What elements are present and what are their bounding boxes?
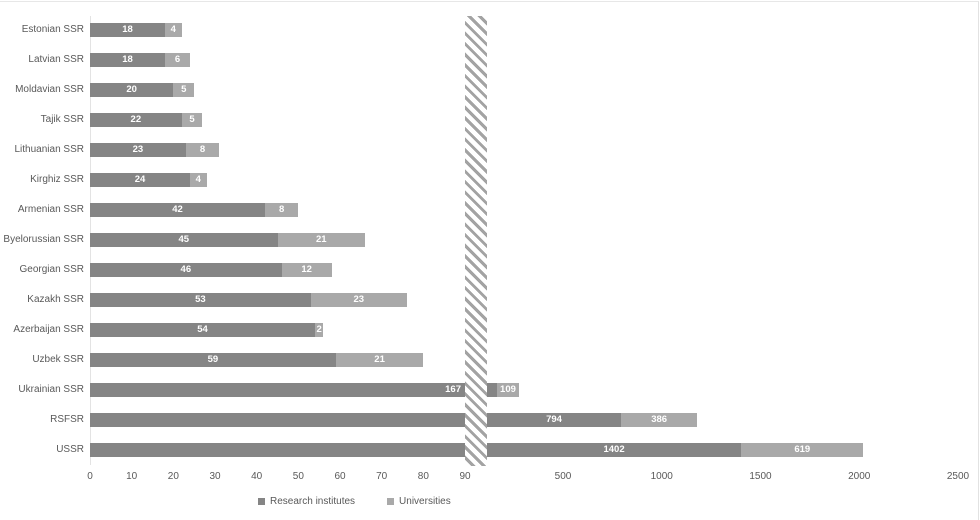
category-label: Kazakh SSR: [27, 294, 84, 305]
x-tick-label: 2500: [946, 471, 970, 482]
bar-segment-universities: [185, 143, 220, 157]
bar-segment-universities: [165, 53, 190, 67]
bar-value-label: 5: [181, 84, 187, 95]
bar-segment-research-institutes: [90, 23, 165, 37]
bar-segment-research-institutes: [90, 443, 742, 457]
bar-segment-universities: [165, 23, 182, 37]
bar-segment-research-institutes: [90, 323, 315, 337]
bar-value-label: 4: [170, 24, 176, 35]
bar-segment-universities: [181, 113, 203, 127]
bar-segment-research-institutes: [90, 263, 282, 277]
x-tick-label: 80: [417, 471, 429, 482]
axis-break-band: [465, 16, 487, 466]
bar-value-label: 42: [172, 204, 183, 215]
x-tick-label: 30: [209, 471, 221, 482]
legend-item: Research institutes: [258, 496, 355, 507]
legend-label: Research institutes: [270, 495, 356, 507]
bar-segment-universities: [265, 203, 299, 217]
bar-segment-universities: [173, 83, 195, 97]
bar-segment-research-institutes: [90, 143, 186, 157]
bar-value-label: 21: [374, 354, 385, 365]
bar-segment-universities: [190, 173, 207, 187]
bar-value-label: 45: [178, 234, 190, 245]
bar-value-label: 619: [794, 444, 811, 455]
bar-segment-research-institutes: [90, 53, 165, 67]
legend-swatch-icon: [258, 497, 265, 505]
category-label: RSFSR: [50, 414, 84, 425]
category-label: Byelorussian SSR: [3, 234, 84, 245]
category-label: Georgian SSR: [19, 264, 84, 275]
bar-value-label: 24: [134, 174, 146, 185]
x-tick-label: 60: [334, 471, 346, 482]
bar-segment-research-institutes: [90, 83, 174, 97]
bar-segment-research-institutes: [90, 353, 336, 367]
bar-value-label: 2: [316, 324, 322, 335]
bar-value-label: 18: [122, 54, 133, 65]
bar-value-label: 46: [180, 264, 192, 275]
x-tick-label: 500: [554, 471, 572, 482]
category-label: Kirghiz SSR: [30, 174, 84, 185]
bar-segment-universities: [310, 293, 407, 307]
x-tick-label: 0: [87, 471, 93, 482]
bar-value-label: 1402: [603, 444, 625, 455]
bar-value-label: 22: [130, 114, 142, 125]
x-tick-label: 20: [167, 471, 179, 482]
x-tick-label: 90: [459, 471, 471, 482]
x-tick-label: 40: [251, 471, 263, 482]
category-label: Uzbek SSR: [32, 354, 84, 365]
category-label: Estonian SSR: [21, 24, 84, 35]
x-tick-label: 1000: [650, 471, 673, 482]
category-label: Tajik SSR: [40, 114, 84, 125]
bar-segment-universities: [335, 353, 424, 367]
bar-segment-research-institutes: [90, 113, 182, 127]
x-tick-label: 50: [292, 471, 304, 482]
bar-segment-research-institutes: [90, 413, 622, 427]
bar-value-label: 20: [126, 84, 137, 95]
bar-value-label: 54: [197, 324, 208, 335]
category-label: Moldavian SSR: [15, 84, 84, 95]
x-tick-label: 2000: [848, 471, 871, 482]
bar-value-label: 18: [122, 24, 133, 35]
bar-segment-research-institutes: [90, 203, 265, 217]
category-label: Lithuanian SSR: [14, 144, 85, 155]
bar-value-label: 12: [301, 264, 312, 275]
bar-value-label: 794: [546, 414, 562, 425]
bar-value-label: 4: [195, 174, 201, 185]
bar-value-label: 8: [199, 144, 206, 155]
bar-value-label: 21: [315, 234, 327, 245]
bar-segment-universities: [277, 233, 365, 247]
legend-label: Universities: [399, 495, 451, 507]
category-label: Azerbaijan SSR: [13, 324, 84, 335]
bar-segment-research-institutes: [90, 383, 498, 397]
bar-segment-universities: [741, 443, 864, 457]
legend: Research institutes Universities: [258, 495, 451, 507]
category-label: Ukrainian SSR: [18, 384, 84, 395]
bar-segment-universities: [281, 263, 332, 277]
bar-segment-research-institutes: [90, 233, 278, 247]
bar-value-label: 6: [174, 54, 181, 65]
bar-value-label: 53: [195, 294, 206, 305]
bar-value-label: 5: [189, 114, 195, 125]
bar-segment-research-institutes: [90, 293, 311, 307]
bar-value-label: 23: [132, 144, 144, 155]
x-tick-label: 1500: [749, 471, 772, 482]
bar-value-label: 167: [445, 384, 461, 395]
bar-segment-universities: [621, 413, 698, 427]
bar-value-label: 386: [651, 414, 668, 425]
x-tick-label: 10: [126, 471, 138, 482]
bar-value-label: 23: [353, 294, 365, 305]
bar-value-label: 109: [500, 384, 516, 395]
bar-segment-universities: [315, 323, 324, 337]
bar-value-label: 59: [207, 354, 219, 365]
bar-value-label: 8: [279, 204, 285, 215]
bar-segment-research-institutes: [90, 173, 190, 187]
category-label: Latvian SSR: [28, 54, 84, 65]
legend-swatch-icon: [387, 497, 395, 505]
category-label: USSR: [56, 444, 84, 455]
bar-segment-universities: [497, 383, 519, 397]
x-tick-label: 70: [376, 471, 388, 482]
category-label: Armenian SSR: [17, 204, 84, 215]
legend-item: Universities: [387, 496, 451, 507]
